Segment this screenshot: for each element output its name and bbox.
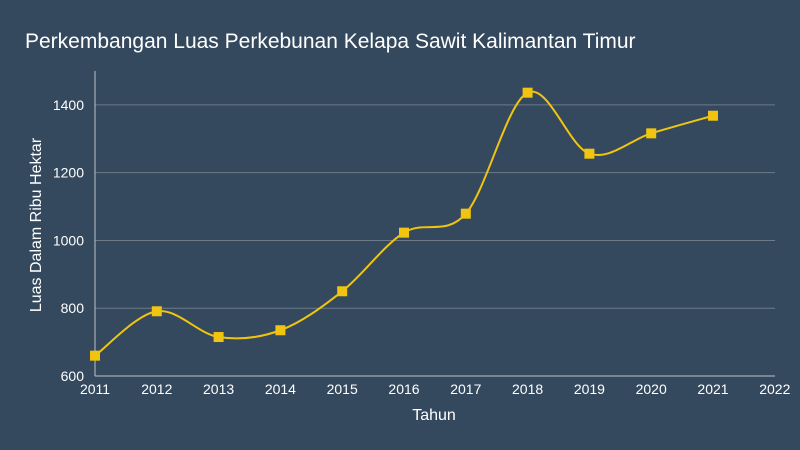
x-tick-label: 2017 (450, 381, 481, 397)
data-point (584, 148, 595, 159)
x-axis-ticks: 2011 2012 2013 2014 2015 2016 2017 2018 2019 2020… (80, 381, 791, 397)
y-tick-label: 600 (61, 368, 85, 384)
x-tick-label: 2015 (327, 381, 358, 397)
y-tick-label: 1000 (53, 232, 84, 248)
x-tick-label: 2014 (265, 381, 296, 397)
data-point (646, 128, 657, 139)
x-tick-label: 2020 (636, 381, 667, 397)
data-point (90, 350, 100, 361)
data-point (151, 306, 162, 317)
x-axis-label: Tahun (412, 407, 456, 424)
series (90, 87, 718, 361)
axes (94, 71, 775, 377)
x-tick-label: 2016 (388, 381, 419, 397)
data-point (522, 87, 533, 98)
chart-title: Perkembangan Luas Perkebunan Kelapa Sawi… (25, 30, 636, 53)
y-axis-label: Luas Dalam Ribu Hektar (28, 137, 45, 312)
data-point (213, 332, 224, 343)
data-point (337, 286, 348, 297)
y-tick-label: 800 (61, 300, 85, 316)
data-point (399, 227, 409, 238)
data-point (708, 110, 718, 121)
data-point (460, 208, 471, 219)
gridlines (95, 104, 775, 309)
y-tick-label: 1200 (53, 165, 84, 181)
x-tick-label: 2012 (141, 381, 172, 397)
x-tick-label: 2019 (574, 381, 605, 397)
data-point (275, 325, 286, 336)
y-axis-ticks: 600 800 1000 1200 1400 (53, 97, 84, 384)
x-tick-label: 2018 (512, 381, 543, 397)
x-tick-label: 2013 (203, 381, 234, 397)
x-tick-label: 2022 (759, 381, 790, 397)
series-line (94, 90, 714, 357)
y-tick-label: 1400 (53, 97, 84, 113)
x-tick-label: 2021 (697, 381, 728, 397)
x-tick-label: 2011 (80, 381, 110, 397)
